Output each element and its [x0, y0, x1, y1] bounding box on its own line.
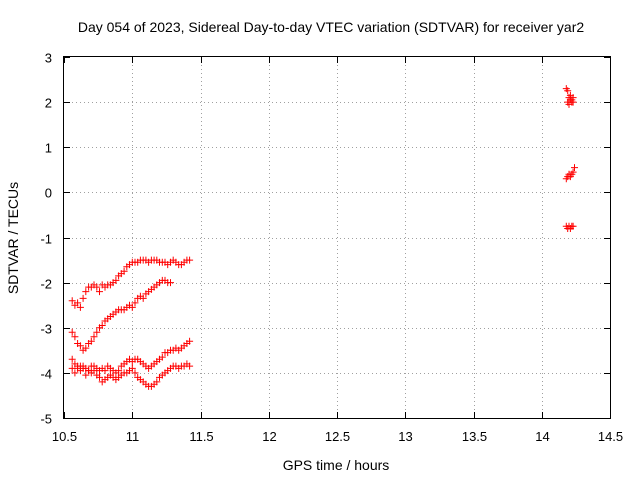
- data-point: [79, 364, 87, 372]
- y-tick-label: 0: [45, 186, 52, 201]
- y-axis-label: SDTVAR / TECUs: [5, 182, 21, 294]
- chart-title: Day 054 of 2023, Sidereal Day-to-day VTE…: [78, 19, 584, 35]
- x-tick-label: 14.5: [598, 429, 623, 444]
- data-point: [93, 283, 101, 291]
- data-point: [90, 333, 98, 341]
- grid: [64, 57, 610, 418]
- data-point: [569, 168, 577, 176]
- plot-frame: [63, 56, 611, 419]
- x-tick-label: 12.5: [325, 429, 350, 444]
- y-tick-label: -3: [40, 322, 52, 337]
- axis-ticks: [64, 57, 611, 419]
- data-point: [74, 299, 82, 307]
- data-point: [82, 288, 90, 296]
- y-tick-label: -4: [40, 367, 52, 382]
- data-point: [82, 371, 90, 379]
- data-point: [96, 288, 103, 296]
- data-point: [71, 333, 79, 341]
- data-point: [71, 369, 79, 377]
- data-point: [128, 303, 136, 311]
- data-point: [101, 367, 109, 375]
- x-tick-labels: 10.5 11 11.5 12 12.5 13 13.5 14 14.5: [52, 429, 623, 444]
- data-point: [96, 373, 103, 381]
- x-tick-label: 10.5: [52, 429, 77, 444]
- y-tick-label: 3: [45, 51, 52, 66]
- x-axis-label: GPS time / hours: [283, 457, 390, 473]
- data-point: [87, 337, 95, 345]
- data-point: [93, 328, 101, 336]
- data-point: [186, 256, 194, 264]
- data-point: [115, 367, 123, 375]
- data-point: [82, 344, 90, 352]
- data-point: [569, 98, 577, 106]
- data-point: [79, 294, 87, 302]
- x-tick-label: 13: [398, 429, 412, 444]
- y-tick-labels: 3 2 1 0 -1 -2 -3 -4 -5: [40, 51, 52, 427]
- x-tick-label: 12: [262, 429, 276, 444]
- x-tick-label: 14: [535, 429, 549, 444]
- y-tick-label: 1: [45, 141, 52, 156]
- data-point: [186, 337, 194, 345]
- y-tick-label: -5: [40, 412, 52, 427]
- data-point: [186, 362, 194, 370]
- data-point: [167, 279, 174, 287]
- data-point: [98, 322, 106, 329]
- data-point: [68, 297, 76, 305]
- data-point: [131, 299, 139, 307]
- data-point: [139, 294, 147, 302]
- data-point: [566, 91, 574, 99]
- data-point: [571, 164, 578, 172]
- data-point: [564, 87, 572, 95]
- y-tick-label: -2: [40, 277, 52, 292]
- data-point: [153, 378, 161, 386]
- x-tick-label: 11.5: [189, 429, 213, 444]
- data-point: [71, 360, 79, 368]
- data-point: [131, 369, 139, 377]
- data-point: [112, 276, 120, 284]
- data-point: [68, 328, 76, 336]
- data-point: [158, 353, 166, 361]
- data-point: [569, 222, 577, 230]
- y-tick-label: 2: [45, 96, 52, 111]
- data-point: [76, 342, 84, 350]
- data-point: [76, 303, 84, 311]
- x-tick-label: 11: [126, 429, 140, 444]
- data-point: [128, 364, 136, 372]
- data-point: [68, 355, 76, 363]
- data-point: [120, 267, 128, 275]
- x-tick-label: 13.5: [462, 429, 487, 444]
- y-tick-label: -1: [40, 232, 52, 247]
- data-point: [90, 367, 98, 375]
- data-points: [68, 85, 578, 390]
